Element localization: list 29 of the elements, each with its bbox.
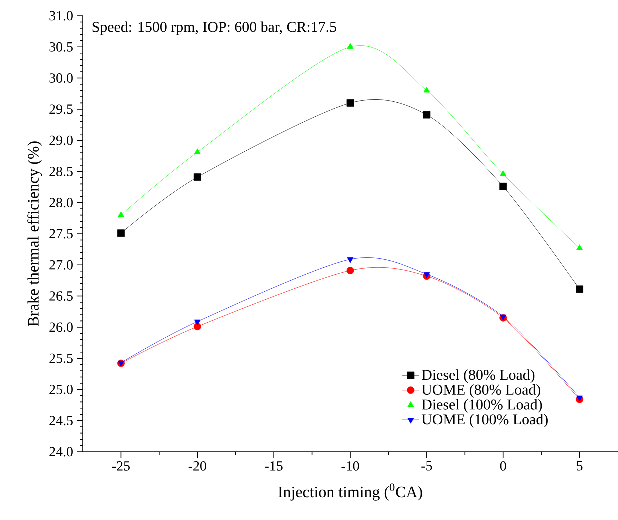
y-tick-label: 30.5 xyxy=(50,42,73,52)
legend-label: UOME (100% Load) xyxy=(422,414,548,428)
legend-label: UOME (80% Load) xyxy=(422,384,540,398)
x-tick-label: -15 xyxy=(265,462,283,471)
y-tick-label: 30.0 xyxy=(50,74,73,84)
y-tick-label: 27.5 xyxy=(50,229,73,239)
y-tick-label: 26.0 xyxy=(50,322,73,332)
x-tick-label: 0 xyxy=(500,462,506,471)
y-tick-label: 27.0 xyxy=(50,260,73,270)
x-tick-label: -10 xyxy=(342,462,360,471)
y-tick-label: 24.0 xyxy=(50,447,73,457)
y-tick-label: 25.0 xyxy=(50,384,73,394)
x-tick-label: 5 xyxy=(577,462,583,471)
y-tick-label: 28.5 xyxy=(50,166,73,176)
y-tick-label: 31.0 xyxy=(50,11,73,21)
legend-label: Diesel (80% Load) xyxy=(422,370,535,384)
y-axis-title: Brake thermal efficiency (%) xyxy=(28,142,42,327)
y-tick-label: 29.5 xyxy=(50,104,73,114)
y-tick-label: 26.5 xyxy=(50,292,73,302)
y-tick-label: 28.0 xyxy=(50,198,73,208)
legend-label: Diesel (100% Load) xyxy=(422,399,542,413)
y-tick-label: 29.0 xyxy=(50,136,73,146)
chart-title: Speed: 1500 rpm, IOP: 600 bar, CR:17.5 xyxy=(92,22,336,36)
y-tick-label: 24.5 xyxy=(50,416,73,426)
x-tick-label: -25 xyxy=(112,462,130,471)
y-tick-label: 25.5 xyxy=(50,354,73,364)
x-tick-label: -20 xyxy=(188,462,206,471)
x-axis-title: Injection timing ($^{0}$CA) xyxy=(278,484,422,501)
x-tick-label: -5 xyxy=(422,462,432,471)
